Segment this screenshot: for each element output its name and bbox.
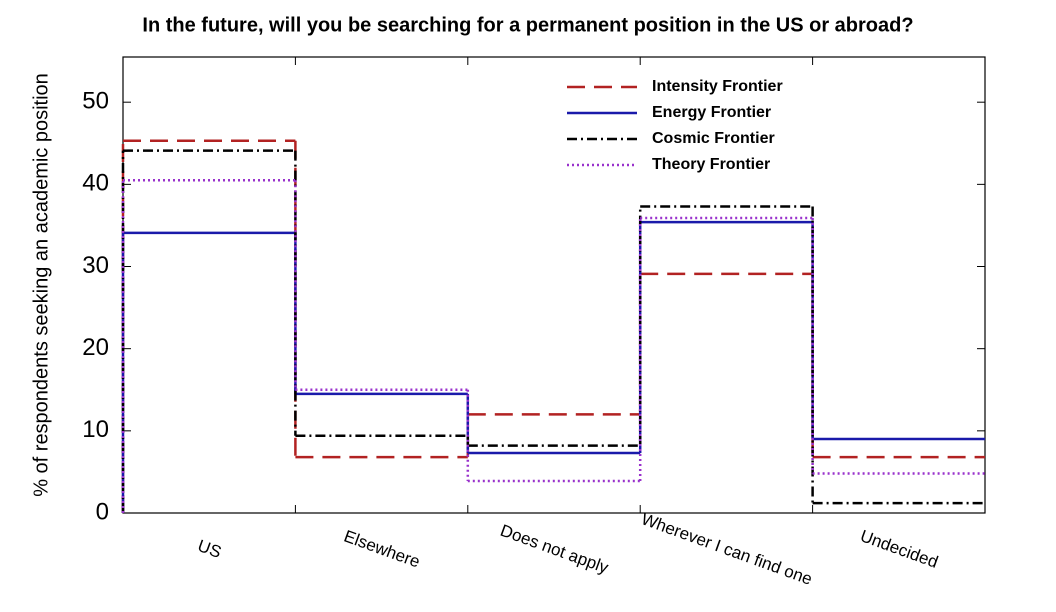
x-tick-label: US [195,536,224,562]
y-tick-label: 50 [82,88,109,115]
y-tick-label: 10 [82,416,109,443]
y-tick-label: 0 [96,498,109,525]
x-tick-label: Wherever I can find one [639,509,815,589]
legend-label: Theory Frontier [652,156,770,173]
legend-label: Cosmic Frontier [652,130,775,147]
x-tick-label: Does not apply [498,521,612,578]
y-tick-label: 40 [82,170,109,197]
legend-label: Intensity Frontier [652,78,783,95]
chart-title: In the future, will you be searching for… [142,14,913,36]
y-tick-label: 20 [82,334,109,361]
x-tick-label: Elsewhere [341,527,422,572]
y-axis-label: % of respondents seeking an academic pos… [30,73,52,497]
legend-label: Energy Frontier [652,104,771,121]
y-tick-label: 30 [82,252,109,279]
x-tick-label: Undecided [858,526,941,572]
